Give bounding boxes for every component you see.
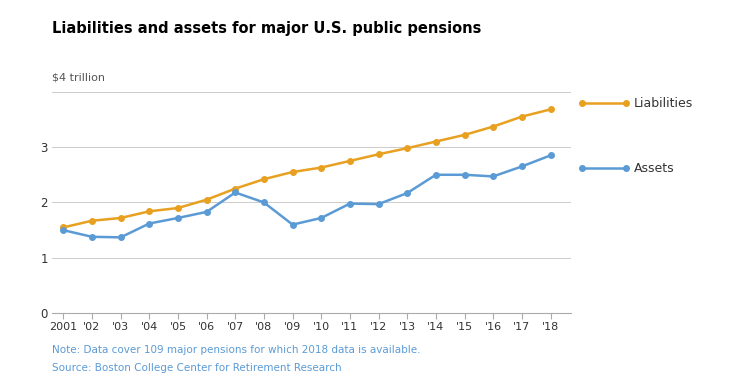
Text: Source: Boston College Center for Retirement Research: Source: Boston College Center for Retire… [52, 363, 342, 372]
Text: Liabilities: Liabilities [634, 97, 693, 110]
Text: Note: Data cover 109 major pensions for which 2018 data is available.: Note: Data cover 109 major pensions for … [52, 345, 420, 355]
Text: Liabilities and assets for major U.S. public pensions: Liabilities and assets for major U.S. pu… [52, 21, 481, 36]
Text: $4 trillion: $4 trillion [52, 72, 105, 82]
Text: Assets: Assets [634, 162, 674, 175]
